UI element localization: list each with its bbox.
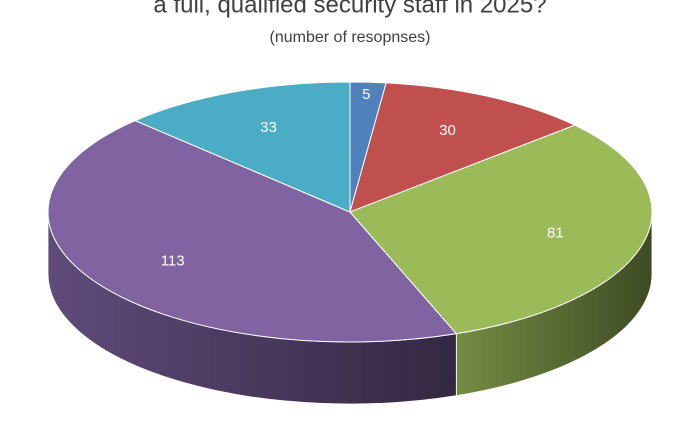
slice [47, 120, 458, 343]
data-label: 81 [547, 225, 564, 242]
chart-subtitle: (number of resopnses) [270, 29, 431, 46]
slice [349, 82, 577, 213]
data-label: 5 [362, 86, 370, 103]
chart-title: a full, qualified security staff in 2025… [153, 0, 546, 18]
slice [349, 124, 653, 335]
slice [133, 81, 351, 213]
data-label: 113 [161, 253, 185, 270]
data-label: 30 [439, 122, 456, 139]
data-label: 33 [260, 119, 277, 136]
